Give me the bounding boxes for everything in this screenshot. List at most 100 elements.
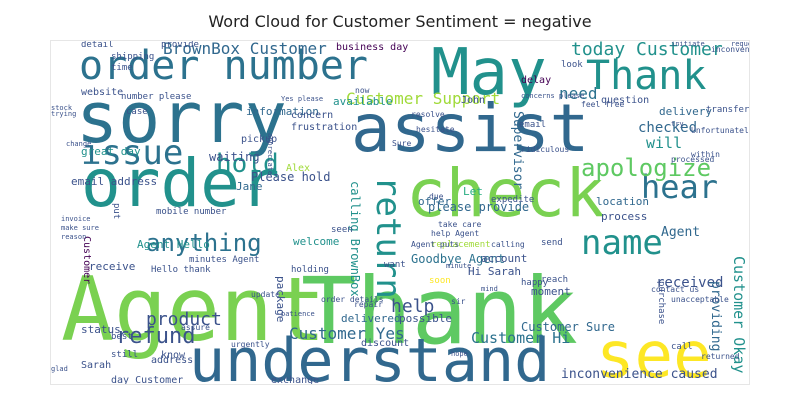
word-now: now	[355, 86, 370, 95]
word-due: due	[429, 192, 444, 201]
word-return: return	[368, 176, 408, 299]
word-customer: Customer	[81, 236, 92, 285]
word-time: time	[111, 63, 133, 73]
word-agent: Agent	[661, 225, 701, 240]
word-replacement: replacement	[431, 240, 491, 250]
word-yes-please: Yes please	[281, 95, 324, 103]
word-urgently: urgently	[231, 340, 270, 349]
word-delivered: delivered	[341, 312, 401, 325]
word-concerns-please: concerns please	[521, 92, 585, 100]
word-look: look	[561, 60, 583, 70]
word-brownbox-customer: BrownBox Customer	[163, 40, 327, 58]
word-address: address	[151, 355, 194, 366]
word-received: received	[656, 275, 724, 291]
word-provide: provide	[161, 40, 199, 50]
word-send: send	[541, 238, 563, 248]
word-receive: receive	[89, 260, 136, 273]
word-see: see	[596, 319, 712, 385]
word-today-customer: today Customer	[571, 40, 723, 60]
word-holding: holding	[291, 265, 329, 275]
word-please-hold: Please hold	[251, 170, 331, 184]
word-great-day: great day	[81, 145, 141, 158]
word-understand: understand	[189, 326, 551, 385]
word-repair: repair	[354, 300, 383, 309]
word-ridiculous: ridiculous	[521, 145, 570, 154]
word-initiate: initiate	[671, 40, 705, 48]
word-agent: Agent	[61, 258, 326, 361]
word-moment: moment	[531, 285, 571, 298]
word-invoice: invoice	[61, 215, 91, 223]
word-calling: calling	[491, 240, 525, 249]
word-returned: returned	[701, 352, 740, 361]
word-assure: assure	[181, 323, 210, 332]
word-may: May	[431, 40, 547, 110]
word-issue: issue	[81, 133, 184, 173]
word-possible: possible	[399, 312, 452, 325]
word-waiting: waiting	[209, 150, 260, 164]
word-customer-yes: Customer Yes	[289, 324, 405, 343]
word-need: need	[559, 84, 598, 103]
word-check: check	[406, 155, 605, 232]
word-mind: mind	[481, 285, 498, 293]
word-glad: glad	[51, 365, 68, 373]
word-seen: seen	[331, 225, 353, 235]
word-help: help	[391, 296, 435, 317]
word-know: know	[161, 350, 186, 361]
word-pickup: pickup	[241, 134, 278, 145]
word-make-sure: make sure	[61, 224, 99, 232]
word-hi-sarah: Hi Sarah	[468, 265, 521, 278]
word-reach: reach	[541, 275, 569, 285]
word-day-customer: day Customer	[111, 375, 184, 385]
word-inconvenience: inconvenience	[711, 45, 750, 54]
word-inconvenience-caused: inconvenience caused	[561, 367, 718, 382]
word-case: case	[126, 107, 148, 117]
word-call: call	[671, 342, 693, 352]
word-contact-us: contact us	[651, 285, 700, 294]
word-sorry: sorry	[76, 77, 287, 159]
word-take-care: take care	[438, 220, 482, 229]
word-hear: hear	[641, 168, 719, 206]
chart-title: Word Cloud for Customer Sentiment = nega…	[208, 12, 592, 31]
word-will: will	[646, 134, 683, 152]
word-hold: hold	[216, 149, 279, 179]
word-resolve: resolve	[411, 110, 445, 119]
word-john: John	[461, 95, 486, 106]
word-account: account	[481, 252, 528, 265]
word-apologize: apologize	[581, 154, 712, 182]
word-customer-sure: Customer Sure	[521, 320, 615, 334]
word-providing: providing	[708, 281, 723, 352]
word-put: put	[111, 203, 121, 220]
word-within: within	[691, 150, 720, 159]
word-order-details: order details	[321, 295, 384, 304]
word-unfortunately: Unfortunately	[691, 126, 750, 135]
word-unacceptable: unacceptable	[671, 295, 729, 304]
word-alex: Alex	[286, 163, 311, 174]
word-order: order	[81, 145, 280, 222]
word-frustration: frustration	[291, 122, 358, 133]
word-sure: Sure	[392, 139, 412, 148]
word-delivery: delivery	[659, 105, 712, 118]
word-cloud: Agent Thank sorry assist check order May unders…	[50, 40, 750, 385]
word-sir: sir	[451, 297, 466, 306]
word-soon: soon	[429, 276, 451, 286]
word-hello-thank: Hello thank	[151, 265, 211, 275]
word-agent-puts: Agent puts	[411, 240, 460, 249]
word-customer-hi: Customer Hi	[471, 329, 571, 347]
word-trying: trying	[51, 110, 77, 118]
word-want: want	[384, 260, 406, 270]
word-status: status	[81, 323, 121, 336]
word-best: best	[111, 332, 133, 342]
word-calling-brownbox: calling BrownBox	[348, 181, 362, 297]
word-name: name	[581, 223, 663, 263]
word-sarah: Sarah	[81, 360, 112, 371]
word-order-number: order number	[79, 43, 368, 89]
word-agent-hello: Agent Hello	[137, 238, 210, 251]
word-location: location	[596, 195, 649, 208]
word-still: still	[111, 350, 139, 360]
word-product: product	[146, 309, 222, 330]
word-let: Let	[463, 185, 483, 198]
word-goodbye-agent: Goodbye Agent	[411, 252, 505, 266]
word-hope: hope	[451, 350, 468, 358]
word-happy: happy	[521, 278, 549, 288]
word-patience: patience	[281, 310, 315, 318]
